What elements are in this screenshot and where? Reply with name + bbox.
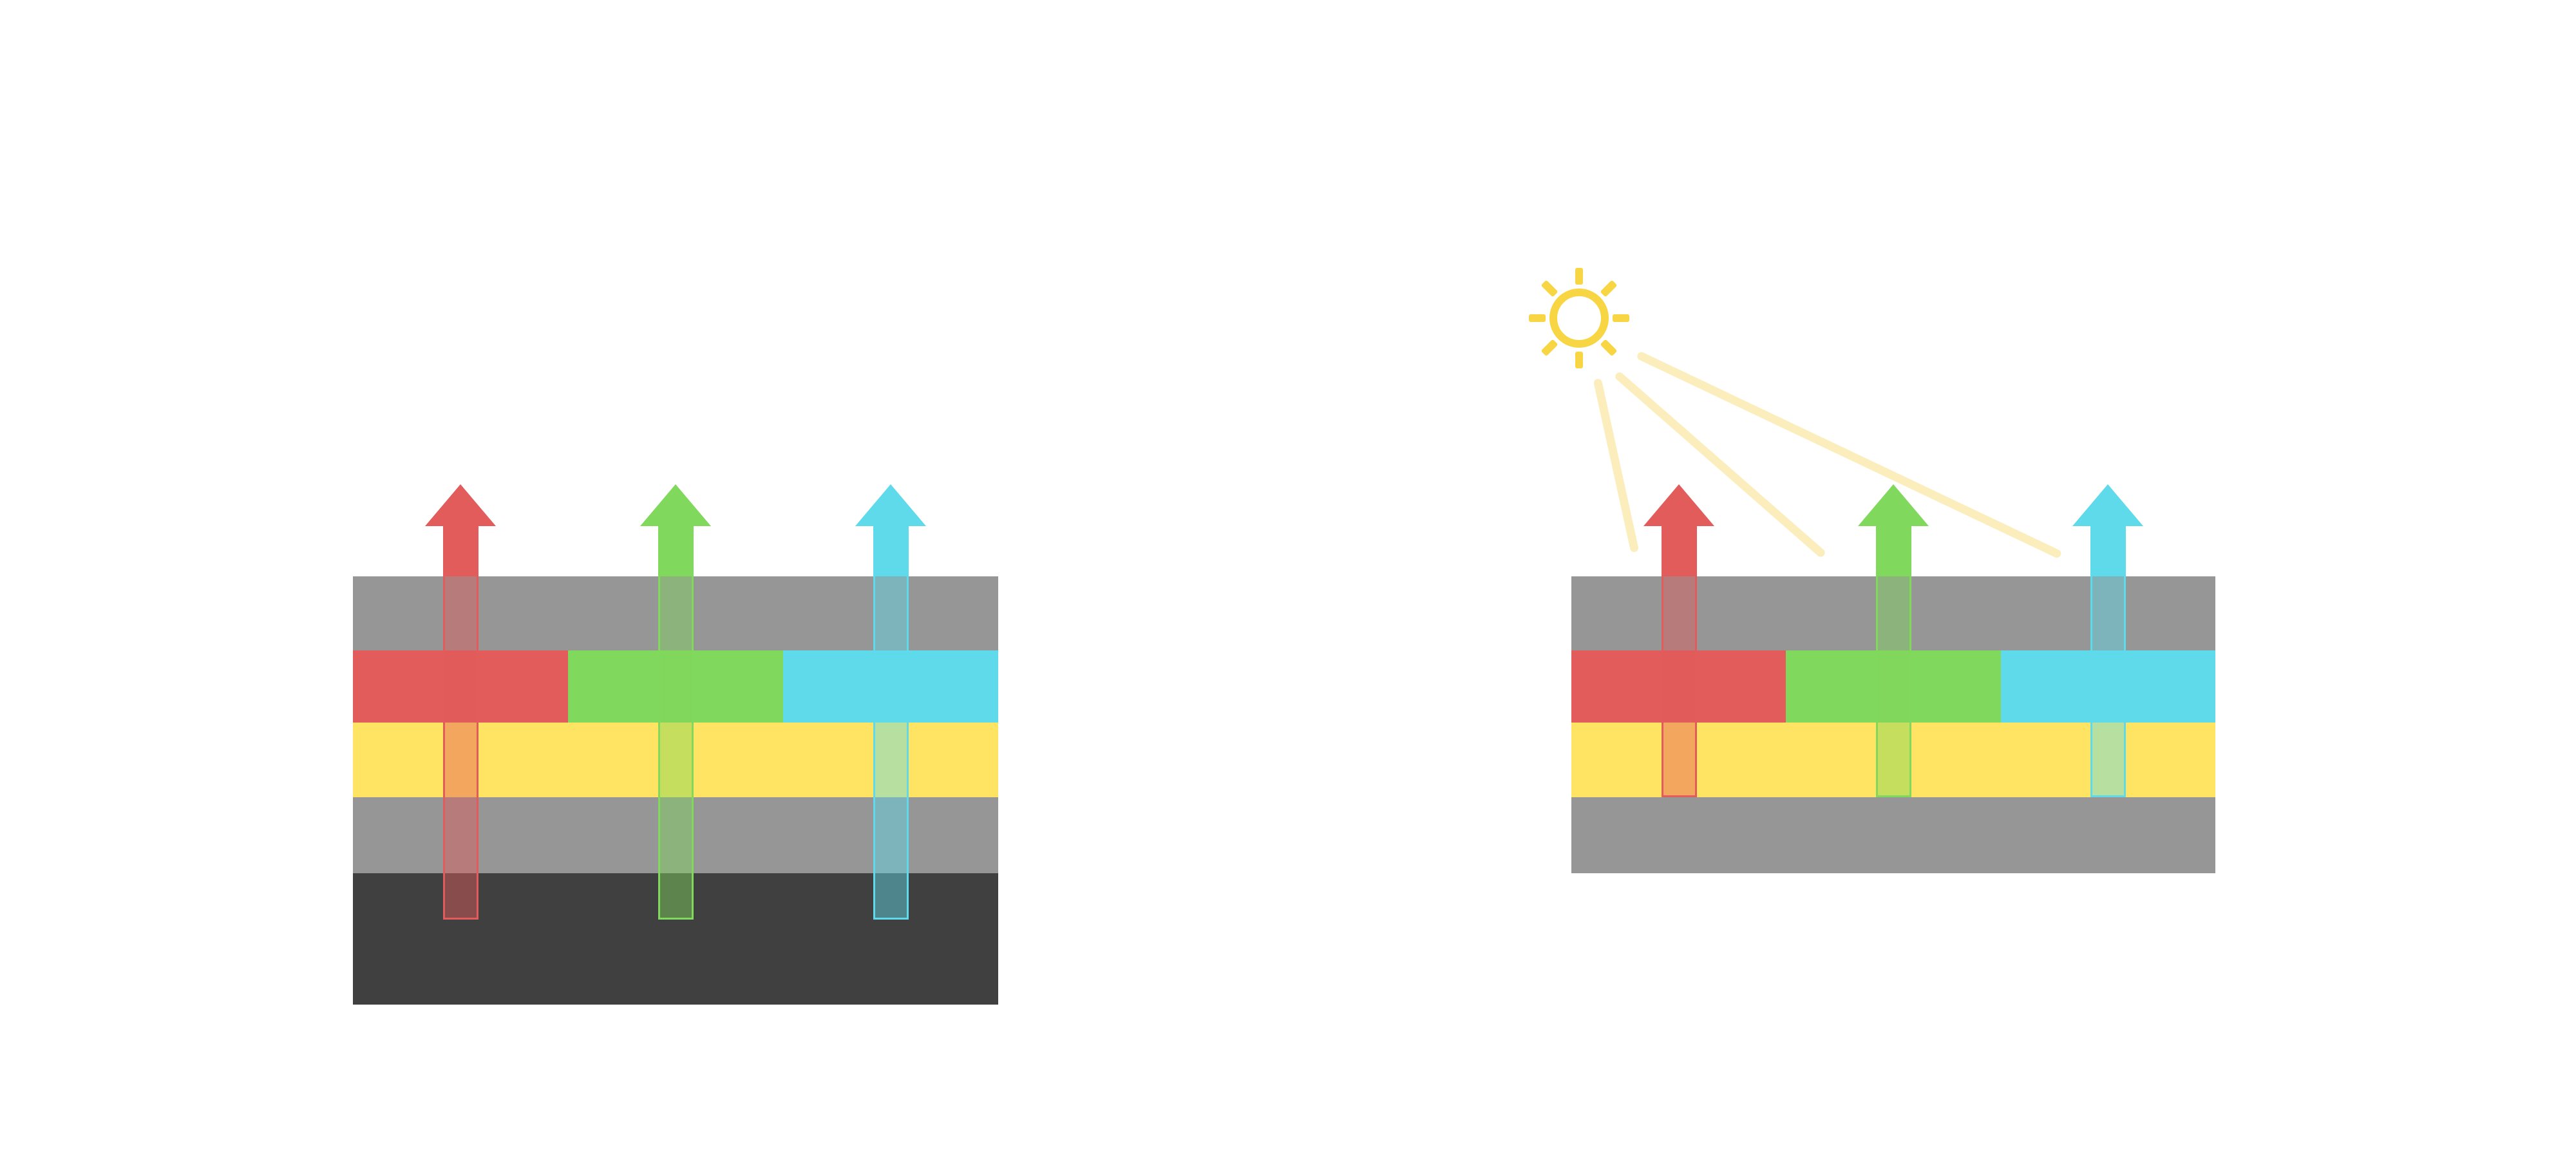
blue-subpixel xyxy=(783,650,998,723)
sun-ray-tick xyxy=(1575,268,1583,285)
red-light-arrow-shaft xyxy=(1661,526,1697,576)
blue-subpixel xyxy=(2000,650,2215,723)
sun-ray-tick xyxy=(1613,314,1629,322)
sun-icon xyxy=(1549,288,1609,348)
backplane-layer xyxy=(353,797,998,873)
red-light-arrow-shaft xyxy=(442,526,478,576)
sun-ray-tick xyxy=(1600,279,1618,298)
red-subpixel xyxy=(1571,650,1786,723)
green-light-arrow-shaft xyxy=(1875,526,1911,576)
backlight-layer xyxy=(353,873,998,1005)
green-subpixel xyxy=(568,650,783,723)
subpixel-filter-row xyxy=(353,650,998,723)
substrate-layer xyxy=(1571,797,2215,873)
red-subpixel xyxy=(353,650,568,723)
blue-light-arrow-tail xyxy=(2090,576,2126,797)
backlit-display-stack xyxy=(353,576,998,1005)
red-light-arrow-head xyxy=(1643,484,1714,526)
red-light-arrow-tail xyxy=(442,576,478,920)
sun-ray-tick xyxy=(1540,279,1558,298)
green-light-arrow-tail xyxy=(658,576,694,920)
reflective-layer xyxy=(1571,723,2215,797)
sun-ray-tick xyxy=(1529,314,1546,322)
green-light-arrow-head xyxy=(640,484,711,526)
blue-light-arrow-head xyxy=(2072,484,2143,526)
sun-ray-tick xyxy=(1575,352,1583,368)
green-subpixel xyxy=(1786,650,2001,723)
subpixel-filter-row xyxy=(1571,650,2215,723)
sun-ray-tick xyxy=(1540,339,1558,357)
blue-light-arrow-shaft xyxy=(873,526,909,576)
blue-light-arrow-head xyxy=(855,484,926,526)
green-light-arrow-tail xyxy=(1875,576,1911,797)
blue-light-arrow-shaft xyxy=(2090,526,2126,576)
sun-ray xyxy=(1593,377,1640,553)
sun-ray-tick xyxy=(1600,339,1618,357)
front-glass-layer xyxy=(1571,576,2215,650)
red-light-arrow-head xyxy=(425,484,496,526)
red-light-arrow-tail xyxy=(1661,576,1697,797)
sun-ray xyxy=(1636,350,2063,559)
front-glass-layer xyxy=(353,576,998,650)
green-light-arrow-head xyxy=(1858,484,1929,526)
reflective-display-stack xyxy=(1571,576,2215,873)
green-light-arrow-shaft xyxy=(658,526,694,576)
emitter-layer xyxy=(353,723,998,797)
blue-light-arrow-tail xyxy=(873,576,909,920)
